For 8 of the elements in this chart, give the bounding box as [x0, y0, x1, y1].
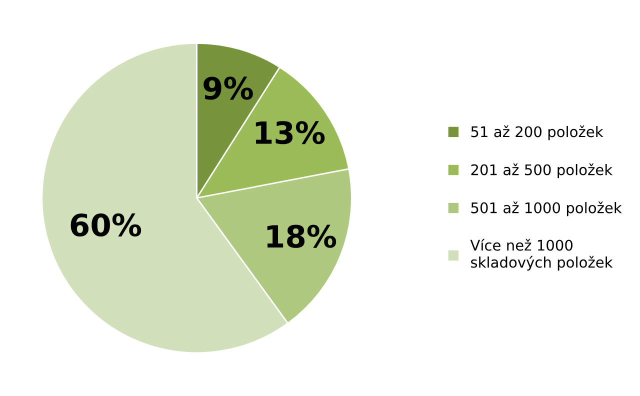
data-label: 60%	[70, 213, 142, 237]
data-label: 9%	[204, 76, 253, 100]
legend-label: 501 až 1000 položek	[471, 201, 622, 216]
legend-label: Více než 1000 skladových položek	[470, 238, 613, 271]
legend-label: 51 až 200 položek	[471, 125, 604, 140]
legend-label: 201 až 500 položek	[471, 163, 613, 178]
data-label: 13%	[256, 121, 325, 144]
data-label: 18%	[267, 224, 336, 248]
